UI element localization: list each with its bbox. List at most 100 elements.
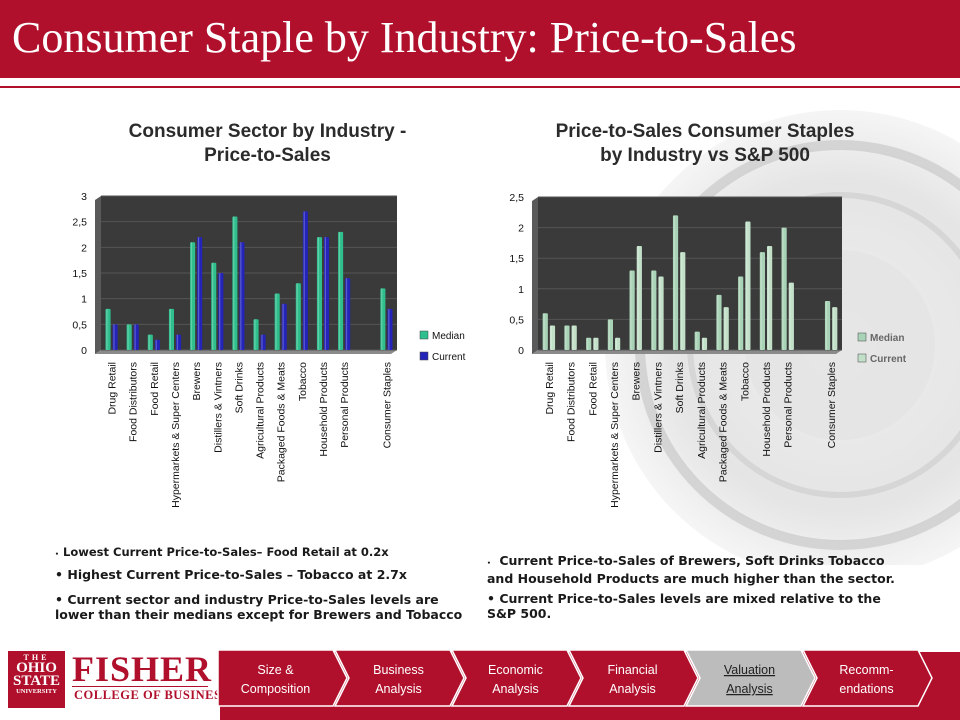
chart2-bar-current: [636, 245, 642, 350]
chart1-category-label: Drug Retail: [107, 362, 119, 415]
chart2-bar-median: [781, 227, 787, 350]
chart1-legend-swatch: [419, 351, 429, 361]
chart2-bar-median: [738, 276, 744, 350]
osu-logo-text: OHIO: [16, 660, 57, 676]
chart1-bar-current: [260, 334, 266, 350]
chart1-bar-current: [112, 324, 118, 350]
chart2-bar-highlight: [702, 337, 704, 350]
bullet-item: • Current Price-to-Sales of Brewers, Sof…: [487, 553, 895, 586]
page-title: Consumer Staple by Industry: Price-to-Sa…: [12, 13, 797, 62]
bullet-item: • Current sector and industry Price-to-S…: [55, 592, 463, 622]
chart2-ytick-label: 0: [518, 345, 524, 357]
chart2-bar-current: [701, 337, 708, 350]
chart1-ytick-label: 3: [81, 191, 87, 203]
chart1-bar-current: [239, 242, 245, 350]
nav-step-label: Size &: [257, 663, 294, 677]
chart1-bar-median: [274, 293, 280, 350]
chart1-bar-highlight: [303, 211, 305, 350]
chart1-bar-median: [211, 262, 217, 350]
chart1-bar-current: [133, 324, 139, 350]
fisher-name: FISHER: [72, 649, 213, 689]
chart2-legend-label: Median: [870, 333, 904, 344]
chart2-category-label: Hypermarkets & Super Centers: [609, 362, 621, 508]
chart2-bar-highlight: [673, 215, 676, 350]
chart1-bar-highlight: [317, 237, 319, 350]
chart2-bar-highlight: [738, 276, 741, 350]
chart2-bar-current: [571, 325, 577, 350]
fisher-divider: [72, 686, 208, 687]
chart1-bar-median: [316, 237, 322, 350]
chart2-category-label: Distillers & Vintners: [652, 362, 664, 453]
nav-step-6: [801, 649, 933, 707]
chart2-ytick-label: 2: [518, 223, 524, 235]
chart1-bar-highlight: [261, 334, 263, 350]
chart2-bar-highlight: [680, 252, 683, 350]
chart2-bar-highlight: [760, 252, 762, 350]
nav-step-4: [567, 649, 699, 707]
chart1-bar-median: [126, 324, 132, 350]
chart1-bar-highlight: [388, 308, 390, 350]
chart2-category-label: Food Distributors: [566, 362, 578, 442]
osu-logo-text: THE: [23, 653, 50, 662]
chart1-bar-highlight: [324, 237, 327, 350]
chart1-category-label: Packaged Foods & Meats: [276, 362, 288, 482]
chart1-title-line: Price-to-Sales: [204, 145, 331, 166]
chart1-bar-highlight: [169, 308, 171, 350]
chart1-bar-current: [197, 237, 203, 350]
chart1-bar-current: [176, 334, 182, 350]
chart1-legend-label: Median: [432, 331, 465, 342]
chart1-category-label: Household Products: [318, 362, 330, 457]
chart2-bar-current: [723, 307, 729, 350]
chart1-bar-highlight: [155, 339, 157, 350]
chart2-category-label: Drug Retail: [544, 362, 556, 415]
chart1-bar-highlight: [127, 324, 129, 350]
chart1-title: Consumer Sector by Industry - Price-to-S…: [80, 120, 455, 168]
chart1-category-label: Food Retail: [149, 362, 161, 416]
chart2-category-label: Packaged Foods & Meats: [718, 362, 730, 482]
chart1-bar-current: [302, 211, 308, 350]
chart2-bar-highlight: [594, 337, 596, 350]
chart1-side-wall: [95, 196, 101, 354]
chart2-plot-area: [538, 197, 842, 350]
chart2-bar-median: [629, 270, 635, 350]
chart2-ytick-label: 0,5: [509, 314, 524, 326]
nav-step-label: Analysis: [492, 682, 539, 696]
title-rule: [0, 86, 960, 88]
chart1-bar-median: [190, 242, 196, 350]
chart2-category-label: Household Products: [761, 362, 773, 457]
chart2-bar-current: [788, 282, 794, 350]
chart2-category-label: Agricultural Products: [696, 362, 708, 459]
osu-logo-text: STATE: [13, 673, 60, 689]
nav-step-label: Economic: [488, 663, 543, 677]
chart2-bar-median: [607, 319, 613, 350]
chart2-side-wall: [532, 197, 538, 354]
chart2-title-line: by Industry vs S&P 500: [600, 145, 810, 166]
chart2-bar-highlight: [659, 276, 661, 350]
chart2-bar-highlight: [767, 245, 770, 350]
chart1-bar-median: [380, 288, 386, 350]
chart1-bar-highlight: [338, 231, 341, 350]
chart2-bar-highlight: [608, 319, 610, 350]
title-bar: Consumer Staple by Industry: Price-to-Sa…: [0, 0, 960, 78]
chart2-bar-current: [832, 307, 838, 350]
chart1-bar-highlight: [233, 216, 235, 350]
chart2-bar-highlight: [782, 227, 784, 350]
chart2-bar-highlight: [789, 282, 791, 350]
chart2-legend-swatch: [857, 353, 867, 363]
chart1-bar-median: [105, 308, 111, 350]
bullet-text: Lowest Current Price-to-Sales– Food Reta…: [63, 545, 389, 559]
nav-step-label: Business: [373, 663, 424, 677]
chart2-bar-highlight: [586, 337, 589, 350]
chart2-title-line: Price-to-Sales Consumer Staples: [555, 121, 855, 142]
chart1-bar-highlight: [275, 293, 277, 350]
chart2-bar-current: [549, 325, 556, 350]
chart1-category-label: Personal Products: [339, 362, 351, 448]
nav-step-label: Analysis: [609, 682, 656, 696]
bullets-right: • Current Price-to-Sales of Brewers, Sof…: [487, 553, 907, 633]
fisher-subtitle: COLLEGE OF BUSINESS: [74, 688, 229, 702]
osu-logo-text: UNIVERSITY: [16, 688, 57, 695]
chart1-ytick-label: 0: [81, 345, 87, 357]
chart2-bar-median: [564, 325, 570, 350]
chart2-bar-highlight: [746, 221, 748, 350]
bullets-left: • Lowest Current Price-to-Sales– Food Ret…: [55, 545, 465, 635]
